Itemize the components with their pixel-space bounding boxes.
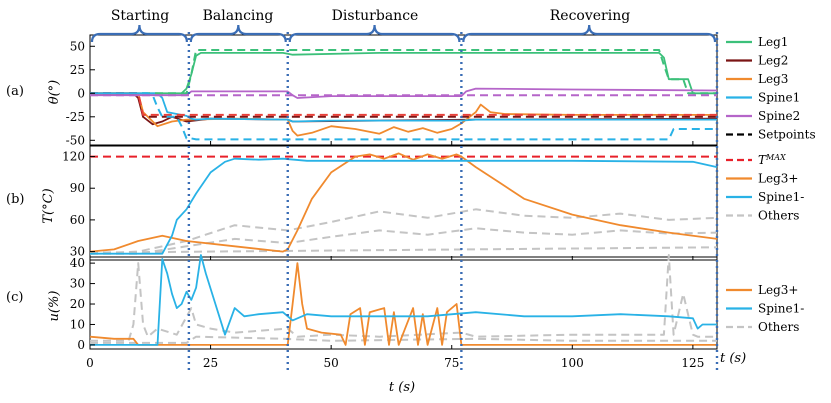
phase-label-starting: Starting [111, 8, 169, 24]
phase-label-disturbance: Disturbance [332, 8, 419, 24]
xtick-label-75: 75 [444, 356, 459, 370]
series-c-spine1 [90, 254, 717, 346]
panel-b-legend: TMAX Leg3+ Spine1- Others [726, 153, 804, 223]
legend-label-a-leg1: Leg1 [758, 35, 788, 49]
phase-braces [90, 24, 717, 43]
series-b-others-2 [90, 227, 718, 255]
panel-b-label: (b) [6, 192, 24, 207]
series-a-leg1-setpoint [90, 49, 717, 95]
series-b-spine1 [90, 157, 718, 255]
legend-label-b-spine1: Spine1- [758, 190, 804, 204]
ytick-label-b-90: 90 [70, 181, 85, 195]
legend-label-c-spine1: Spine1- [758, 302, 804, 316]
phase-dividers [187, 32, 719, 372]
ytick-label-b-60: 60 [70, 213, 85, 227]
series-b-leg3 [89, 152, 718, 253]
ytick-label-a--50: -50 [66, 133, 85, 147]
xtick-label-100: 100 [561, 356, 584, 370]
panel-b-axes [89, 145, 718, 261]
legend-label-b-leg3: Leg3+ [758, 172, 798, 186]
ytick-label-a-0: 0 [77, 86, 85, 100]
legend-label-a-spine1: Spine1 [758, 91, 800, 105]
ytick-label-b-120: 120 [62, 150, 85, 164]
legend-label-a-leg2: Leg2 [758, 54, 788, 68]
xtick-label-50: 50 [324, 356, 339, 370]
phase-brace-disturbance [288, 24, 461, 43]
legend-label-a-spine2: Spine2 [758, 109, 800, 123]
x-axis-label: t (s) [389, 380, 415, 395]
series-a-spine1 [90, 92, 717, 123]
series-b-others-3 [89, 246, 718, 254]
ytick-label-c-20: 20 [70, 297, 85, 311]
ytick-label-a-25: 25 [70, 63, 85, 77]
xtick-label-25: 25 [203, 356, 218, 370]
series-a-leg3 [90, 92, 717, 137]
ytick-label-c-10: 10 [70, 317, 85, 331]
series-b-others [89, 208, 718, 255]
panel-a-legend: Leg1 Leg2 Leg3 Spine1 Spine2 Setpoints [726, 35, 816, 142]
panel-a-series [90, 49, 718, 141]
panel-c-series [89, 254, 717, 346]
x-axis-label-right: t (s) [720, 351, 746, 366]
phase-brace-starting [90, 24, 188, 43]
phase-label-balancing: Balancing [203, 8, 274, 24]
ytick-label-a-50: 50 [70, 39, 85, 53]
phase-brace-balancing [189, 24, 287, 43]
legend-label-c-others: Others [758, 320, 799, 334]
panel-c-legend: Leg3+ Spine1- Others [726, 283, 804, 334]
series-c-others-2 [90, 335, 717, 344]
panel-b-ylabel: T(°C) [41, 188, 56, 223]
ytick-label-c-40: 40 [70, 256, 85, 270]
ytick-label-a--25: -25 [66, 110, 85, 124]
series-c-leg3 [89, 262, 717, 346]
ytick-label-c-0: 0 [77, 338, 85, 352]
phase-labels: Starting Balancing Disturbance Recoverin… [111, 8, 630, 24]
legend-label-a-leg3: Leg3 [758, 72, 788, 86]
phase-brace-recovering [462, 24, 717, 43]
series-a-spine2 [90, 87, 718, 99]
series-a-spine1-setpoint [90, 92, 717, 141]
panel-c-ylabel: u(%) [47, 291, 62, 322]
series-a-leg1 [90, 52, 717, 95]
legend-label-c-leg3: Leg3+ [758, 283, 798, 297]
legend-label-b-others: Others [758, 209, 799, 223]
panel-a-ylabel: θ(°) [47, 80, 62, 104]
ytick-label-b-30: 30 [70, 245, 85, 259]
ytick-label-c-30: 30 [70, 277, 85, 291]
legend-label-b-t-max: TMAX [758, 153, 786, 168]
x-ticks: 0 25 50 75 100 125 [86, 141, 704, 370]
phase-label-recovering: Recovering [550, 8, 630, 24]
panel-c-label: (c) [6, 290, 23, 305]
xtick-label-125: 125 [681, 356, 704, 370]
legend-label-a-setpoints: Setpoints [758, 128, 816, 142]
series-c-others [90, 254, 717, 342]
series-a-leg3-setpoint [90, 92, 717, 116]
xtick-label-0: 0 [86, 356, 94, 370]
panel-a-label: (a) [6, 84, 24, 99]
panel-b-series [89, 152, 718, 255]
